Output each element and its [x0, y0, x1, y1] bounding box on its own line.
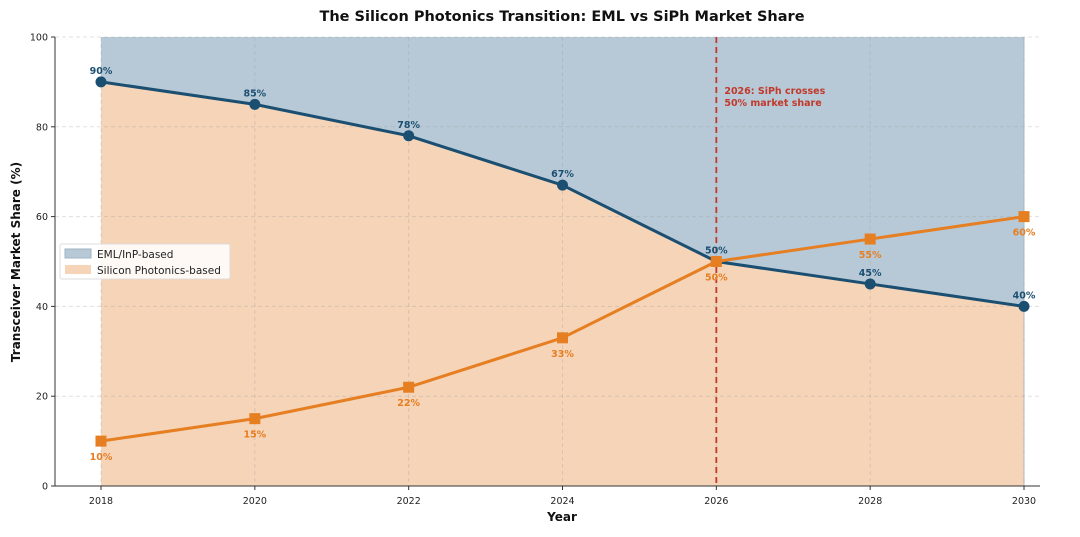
eml-point [95, 76, 107, 88]
x-tick-label: 2030 [1012, 496, 1036, 507]
siph-point [710, 256, 722, 267]
siph-area [101, 81, 1024, 487]
siph-data-label: 50% [705, 273, 728, 284]
legend: EML/InP-based Silicon Photonics-based [59, 243, 231, 280]
x-tick-label: 2018 [89, 496, 113, 507]
eml-point [403, 130, 415, 142]
x-tick-label: 2020 [243, 496, 267, 507]
eml-point [249, 98, 261, 110]
legend-label-eml: EML/InP-based [97, 249, 173, 261]
y-axis-label: Transceiver Market Share (%) [9, 162, 23, 362]
eml-data-label: 45% [859, 268, 882, 279]
siph-data-label: 10% [90, 452, 113, 463]
legend-swatch-eml [64, 248, 92, 259]
eml-area [101, 37, 1024, 307]
chart-title: The Silicon Photonics Transition: EML vs… [319, 9, 804, 25]
eml-data-label: 85% [243, 88, 266, 99]
eml-point [1018, 300, 1030, 312]
y-tick-label: 60 [36, 212, 48, 223]
siph-data-label: 22% [397, 398, 420, 409]
siph-point [249, 413, 261, 425]
eml-data-label: 40% [1013, 290, 1036, 301]
siph-point [95, 435, 107, 447]
eml-point [864, 278, 876, 290]
annotation-line-1: 2026: SiPh crosses [724, 86, 825, 97]
y-tick-label: 80 [36, 122, 48, 133]
x-tick-label: 2028 [858, 496, 882, 507]
siph-data-label: 33% [551, 349, 574, 360]
siph-point [1018, 211, 1030, 223]
x-axis-label: Year [546, 510, 577, 524]
y-tick-label: 20 [36, 392, 48, 403]
y-tick-label: 0 [42, 482, 48, 493]
eml-data-label: 78% [397, 120, 420, 131]
eml-data-label: 50% [705, 246, 728, 257]
annotation-line-2: 50% market share [724, 98, 821, 109]
y-tick-label: 40 [36, 302, 48, 313]
siph-point [864, 233, 876, 245]
legend-label-siph: Silicon Photonics-based [97, 265, 221, 277]
siph-data-label: 55% [859, 250, 882, 261]
siph-point [557, 332, 568, 344]
legend-swatch-siph [65, 265, 91, 274]
eml-data-label: 67% [551, 169, 574, 180]
eml-data-label: 90% [90, 66, 113, 77]
x-tick-label: 2022 [397, 496, 421, 507]
siph-data-label: 60% [1013, 228, 1036, 239]
siph-point [403, 381, 415, 393]
x-tick-label: 2024 [550, 496, 574, 507]
siph-data-label: 15% [243, 430, 266, 441]
y-tick-label: 100 [30, 33, 48, 44]
eml-point [557, 179, 568, 191]
x-tick-label: 2026 [704, 496, 728, 507]
